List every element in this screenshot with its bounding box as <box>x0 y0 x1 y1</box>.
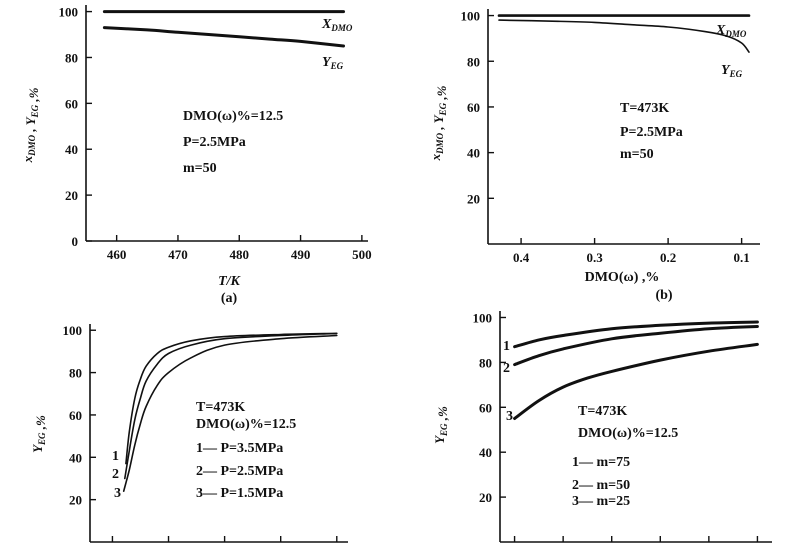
y-tick-label-d: 100 <box>473 310 493 325</box>
curve-number-c-3: 3 <box>114 486 121 501</box>
x-tick-label-a: 490 <box>291 247 311 262</box>
x-tick-label-a: 460 <box>107 247 127 262</box>
x-tick-label-b: 0.4 <box>513 250 530 265</box>
annotation-c-0: T=473K <box>196 400 245 415</box>
series-line-d-1 <box>513 320 759 349</box>
curve-number-d-1: 1 <box>503 339 510 354</box>
chart-b <box>487 9 760 245</box>
y-tick-label-d: 40 <box>479 445 492 460</box>
y-tick-label-a: 80 <box>65 50 78 65</box>
legend-d-2: 3— m=25 <box>572 494 630 509</box>
y-tick-label-b: 100 <box>461 9 481 24</box>
annotation-b-2: m=50 <box>620 147 654 162</box>
annotation-d-1: DMO(ω)%=12.5 <box>578 426 678 441</box>
series-label-b-xdmo: XDMO <box>715 23 747 39</box>
legend-c-2: 3— P=1.5MPa <box>196 486 283 501</box>
curve-number-d-3: 3 <box>506 409 513 424</box>
panel-label-b: (b) <box>655 288 672 303</box>
chart-c <box>89 324 348 543</box>
y-tick-label-a: 60 <box>65 96 78 111</box>
x-axis-label-a: T/K <box>218 274 241 289</box>
y-tick-label-c: 40 <box>69 450 82 465</box>
series-line-c-3 <box>122 334 338 492</box>
series-label-a-yeg: YEG <box>322 55 344 71</box>
y-axis-label-b: xDMO , YEG ,% <box>428 85 449 161</box>
series-label-b-yeg: YEG <box>721 63 743 79</box>
annotation-b-1: P=2.5MPa <box>620 125 683 140</box>
legend-c-0: 1— P=3.5MPa <box>196 441 283 456</box>
y-axis-label-a: xDMO , YEG ,% <box>20 87 41 163</box>
annotation-b-0: T=473K <box>620 101 669 116</box>
x-axis-label-b: DMO(ω) ,% <box>585 270 660 285</box>
x-tick-label-b: 0.2 <box>660 250 676 265</box>
y-tick-label-b: 20 <box>467 191 480 206</box>
annotation-d-0: T=473K <box>578 404 627 419</box>
series-label-a-xdmo: XDMO <box>321 17 353 33</box>
panel-label-a: (a) <box>221 291 238 306</box>
y-tick-label-a: 0 <box>72 234 79 249</box>
series-line-b-Y_EG <box>498 19 750 53</box>
y-axis-label-c: YEG ,% <box>30 415 48 453</box>
y-tick-label-a: 40 <box>65 142 78 157</box>
y-axis-label-d: YEG ,% <box>432 406 450 444</box>
legend-c-1: 2— P=2.5MPa <box>196 464 283 479</box>
series-line-d-2 <box>513 325 759 367</box>
legend-d-1: 2— m=50 <box>572 478 630 493</box>
curve-number-d-2: 2 <box>503 361 510 376</box>
y-tick-label-d: 20 <box>479 490 492 505</box>
series-line-c-2 <box>124 332 338 480</box>
legend-d-0: 1— m=75 <box>572 455 630 470</box>
y-tick-label-b: 80 <box>467 54 480 69</box>
annotation-a-0: DMO(ω)%=12.5 <box>183 109 283 124</box>
x-tick-label-a: 480 <box>230 247 250 262</box>
chart-d <box>499 311 772 543</box>
y-tick-label-c: 60 <box>69 408 82 423</box>
x-tick-label-b: 0.1 <box>733 250 749 265</box>
annotation-a-2: m=50 <box>183 161 217 176</box>
y-tick-label-a: 100 <box>59 5 79 20</box>
x-tick-label-a: 500 <box>352 247 372 262</box>
x-tick-label-b: 0.3 <box>586 250 603 265</box>
series-line-c-1 <box>125 332 338 465</box>
y-tick-label-b: 40 <box>467 146 480 161</box>
x-tick-label-a: 470 <box>168 247 188 262</box>
curve-number-c-1: 1 <box>112 449 119 464</box>
curve-number-c-2: 2 <box>112 467 119 482</box>
annotation-c-1: DMO(ω)%=12.5 <box>196 417 296 432</box>
y-tick-label-c: 100 <box>63 323 83 338</box>
chart-a <box>85 5 368 242</box>
y-tick-label-c: 20 <box>69 493 82 508</box>
y-tick-label-b: 60 <box>467 100 480 115</box>
series-line-a-Y_EG <box>102 26 345 48</box>
y-tick-label-d: 60 <box>479 400 492 415</box>
y-tick-label-a: 20 <box>65 188 78 203</box>
series-line-d-3 <box>513 342 759 420</box>
y-tick-label-d: 80 <box>479 355 492 370</box>
y-tick-label-c: 80 <box>69 366 82 381</box>
annotation-a-1: P=2.5MPa <box>183 135 246 150</box>
